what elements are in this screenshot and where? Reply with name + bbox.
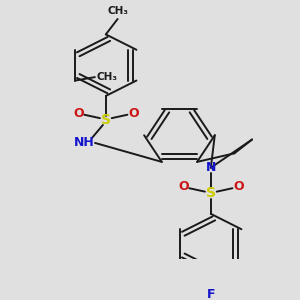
Text: NH: NH — [74, 136, 94, 149]
Text: O: O — [73, 106, 84, 119]
Text: CH₃: CH₃ — [107, 6, 128, 16]
Text: O: O — [178, 180, 189, 193]
Text: S: S — [206, 186, 216, 200]
Text: CH₃: CH₃ — [96, 72, 117, 82]
Text: N: N — [206, 161, 216, 174]
Text: S: S — [101, 113, 111, 127]
Text: O: O — [233, 180, 244, 193]
Text: O: O — [128, 106, 139, 119]
Text: F: F — [207, 288, 215, 300]
